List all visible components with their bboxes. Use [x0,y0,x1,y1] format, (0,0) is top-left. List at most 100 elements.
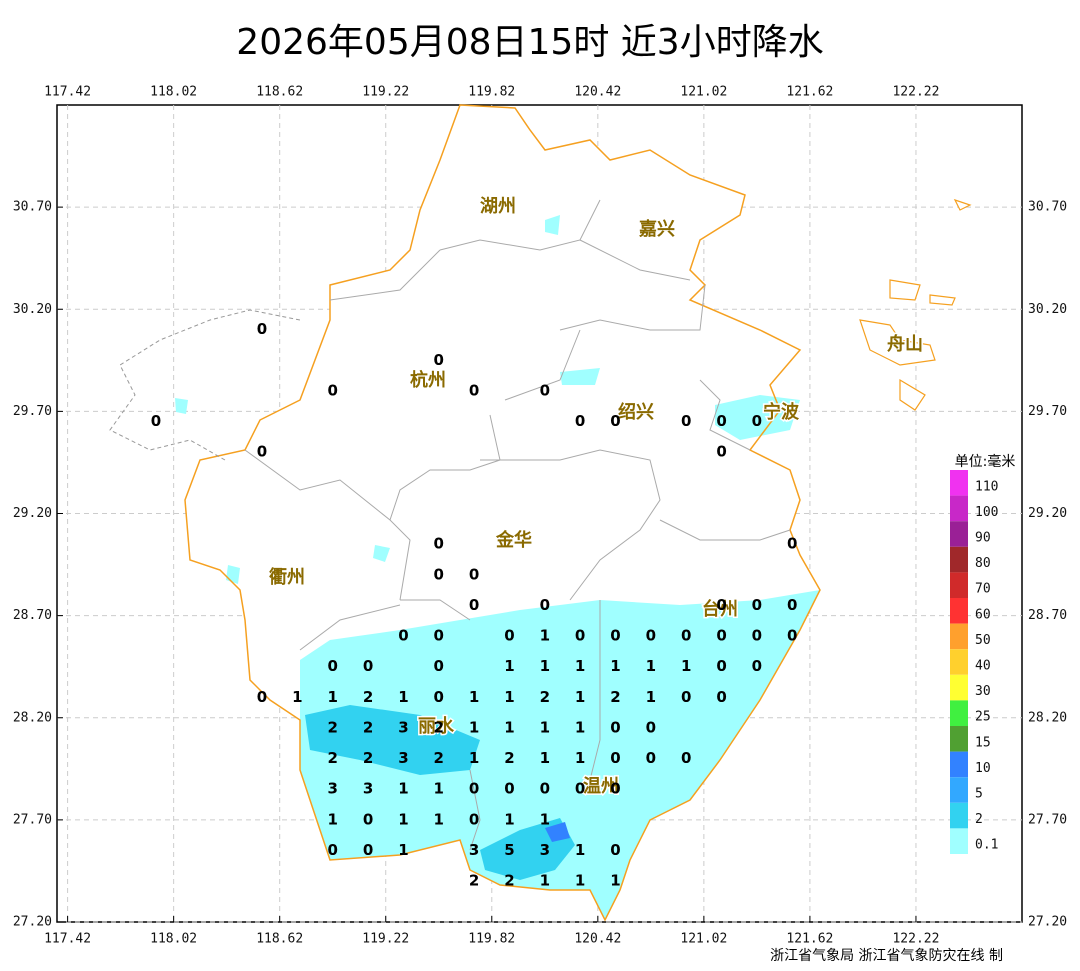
grid [57,105,1022,923]
legend-label: 15 [975,735,991,750]
station-value: 1 [575,872,585,890]
legend-swatch [950,470,968,496]
legend-label: 25 [975,710,991,725]
station-value: 0 [716,688,726,706]
city-labels: 湖州 嘉兴 杭州 绍兴 宁波 舟山 金华 衢州 台州 丽水 温州 [268,195,925,799]
city-label: 衢州 [269,566,305,588]
station-value: 0 [327,657,337,675]
station-value: 0 [434,535,444,553]
station-value: 3 [327,780,337,798]
station-value: 1 [504,718,514,736]
legend-label: 110 [975,479,998,494]
city-label: 温州 [583,776,619,797]
station-value: 0 [716,657,726,675]
station-value: 3 [398,749,408,767]
y-tick-label: 30.20 [1028,302,1067,317]
station-value: 0 [752,627,762,645]
station-value: 0 [681,749,691,767]
station-value: 0 [257,688,267,706]
station-value: 0 [575,627,585,645]
station-value: 0 [716,596,726,614]
station-value: 1 [469,718,479,736]
legend-swatch [950,777,968,803]
city-label: 嘉兴 [638,219,675,240]
station-value: 0 [434,627,444,645]
station-value: 0 [257,320,267,338]
station-value: 1 [646,688,656,706]
x-tick-label: 122.22 [892,932,939,947]
station-value: 2 [434,718,444,736]
station-value: 1 [540,657,550,675]
station-value: 0 [504,780,514,798]
y-tick-label: 28.70 [1028,608,1067,623]
station-value: 1 [575,841,585,859]
legend-swatch [950,546,968,573]
city-label: 金华 [495,529,532,551]
legend-title: 单位:毫米 [955,453,1016,470]
y-tick-label: 28.70 [13,608,52,623]
legend-label: 90 [975,531,991,546]
x-tick-label: 120.42 [574,932,621,947]
x-tick-label: 120.42 [574,85,621,100]
station-value: 1 [681,657,691,675]
station-value: 1 [540,810,550,828]
x-tick-label: 122.22 [892,85,939,100]
station-value: 0 [575,780,585,798]
x-tick-label: 119.22 [362,932,409,947]
legend-swatch [950,828,968,854]
station-value: 0 [398,627,408,645]
station-value: 0 [363,841,373,859]
legend-label: 80 [975,556,991,571]
legend-swatch [950,726,968,752]
station-value: 1 [575,657,585,675]
legend-swatch [950,521,968,547]
city-label: 绍兴 [618,401,654,423]
station-value: 3 [540,841,550,859]
station-value: 0 [434,688,444,706]
x-tick-label: 118.02 [150,932,197,947]
x-tick-label: 118.62 [256,85,303,100]
x-tick-label: 121.62 [786,85,833,100]
x-tick-label: 119.82 [468,85,515,100]
station-value: 1 [434,780,444,798]
station-value: 2 [434,749,444,767]
city-label: 杭州 [410,369,446,391]
station-value: 2 [469,872,479,890]
station-value: 3 [398,718,408,736]
y-tick-label: 27.70 [13,812,52,827]
legend-swatch [950,751,968,778]
rain-area-2mm [305,705,480,775]
station-value: 1 [398,810,408,828]
title: 2026年05月08日15时 近3小时降水 [236,22,823,63]
station-value: 0 [434,657,444,675]
station-value: 0 [610,718,620,736]
rain-area [300,590,820,920]
legend-label: 100 [975,505,998,520]
legend-label: 60 [975,607,991,622]
station-value: 0 [469,780,479,798]
city-label: 舟山 [887,333,923,355]
footer: 浙江省气象局 浙江省气象防灾在线 制 [770,947,1003,964]
legend-label: 5 [975,787,983,802]
station-value: 0 [610,412,620,430]
legend-swatch [950,572,968,598]
station-value: 1 [610,872,620,890]
station-value: 2 [504,872,514,890]
y-tick-label: 28.20 [13,710,52,725]
legend-swatch [950,700,968,726]
legend-swatch [950,674,968,701]
station-value: 1 [434,810,444,828]
station-value: 0 [787,627,797,645]
station-value: 0 [610,749,620,767]
station-value: 1 [469,688,479,706]
y-tick-label: 28.20 [1028,710,1067,725]
station-value: 0 [504,627,514,645]
station-value: 0 [540,381,550,399]
station-value: 0 [363,810,373,828]
station-value: 1 [610,657,620,675]
station-value: 0 [646,718,656,736]
x-tick-label: 121.02 [680,85,727,100]
station-value: 1 [540,749,550,767]
station-value: 1 [540,627,550,645]
station-value: 0 [787,535,797,553]
